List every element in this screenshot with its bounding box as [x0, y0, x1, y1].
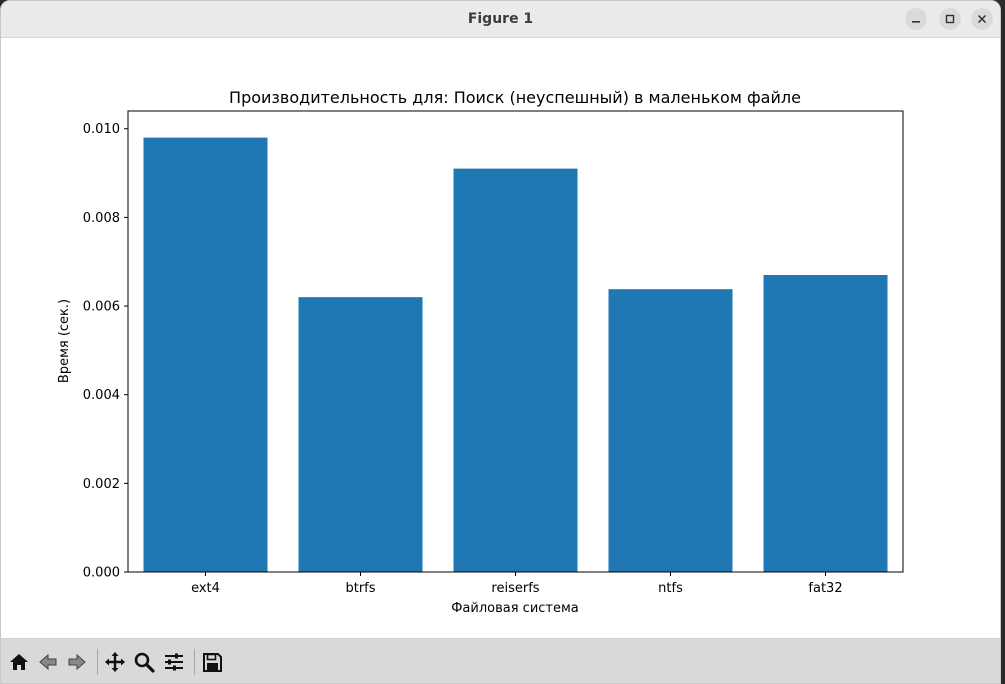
chart-title: Производительность для: Поиск (неуспешны… [229, 88, 801, 107]
bar-ntfs [608, 289, 733, 572]
close-button[interactable] [971, 8, 993, 30]
maximize-button[interactable] [939, 8, 961, 30]
y-tick-label: 0.008 [83, 211, 120, 226]
configure-subplots-icon [165, 653, 183, 671]
minimize-icon [912, 21, 920, 23]
bar-btrfs [298, 297, 423, 572]
axes-frame [127, 110, 904, 573]
back-button[interactable] [36, 650, 60, 674]
pan-button[interactable] [103, 650, 127, 674]
zoom-icon [134, 652, 155, 673]
bar-chart: Производительность для: Поиск (неуспешны… [57, 88, 904, 616]
x-tick-label: reiserfs [491, 581, 539, 596]
bar-reiserfs [453, 168, 578, 572]
figure-canvas[interactable]: Производительность для: Поиск (неуспешны… [1, 38, 1000, 638]
pan-icon [105, 652, 125, 672]
y-tick-label: 0.010 [83, 122, 120, 137]
home-button[interactable] [7, 650, 31, 674]
x-tick-label: btrfs [345, 581, 375, 596]
maximize-icon [945, 14, 955, 24]
x-tick-label: fat32 [808, 581, 842, 596]
forward-arrow-icon [68, 653, 86, 671]
minimize-button[interactable] [905, 8, 927, 30]
window-title: Figure 1 [467, 11, 534, 27]
background-strip [1001, 0, 1005, 684]
y-tick-label: 0.000 [83, 566, 120, 581]
y-tick-label: 0.006 [83, 300, 120, 315]
x-tick-label: ext4 [191, 581, 220, 596]
y-tick-label: 0.002 [83, 477, 120, 492]
title-bar[interactable]: Figure 1 [1, 1, 1000, 38]
configure-subplots-button[interactable] [162, 650, 186, 674]
toolbar-separator [97, 649, 98, 675]
save-icon [203, 653, 222, 672]
zoom-button[interactable] [132, 650, 156, 674]
y-axis-label: Время (сек.) [57, 299, 72, 383]
forward-button[interactable] [65, 650, 89, 674]
save-button[interactable] [200, 650, 224, 674]
x-axis-label: Файловая система [451, 601, 579, 616]
toolbar-separator [194, 649, 195, 675]
y-tick-label: 0.004 [83, 388, 120, 403]
back-arrow-icon [39, 653, 57, 671]
home-icon [10, 654, 28, 670]
x-tick-label: ntfs [658, 581, 683, 596]
close-icon [977, 14, 987, 24]
navigation-toolbar [1, 638, 1000, 683]
bar-fat32 [763, 275, 888, 572]
bar-ext4 [143, 137, 268, 572]
